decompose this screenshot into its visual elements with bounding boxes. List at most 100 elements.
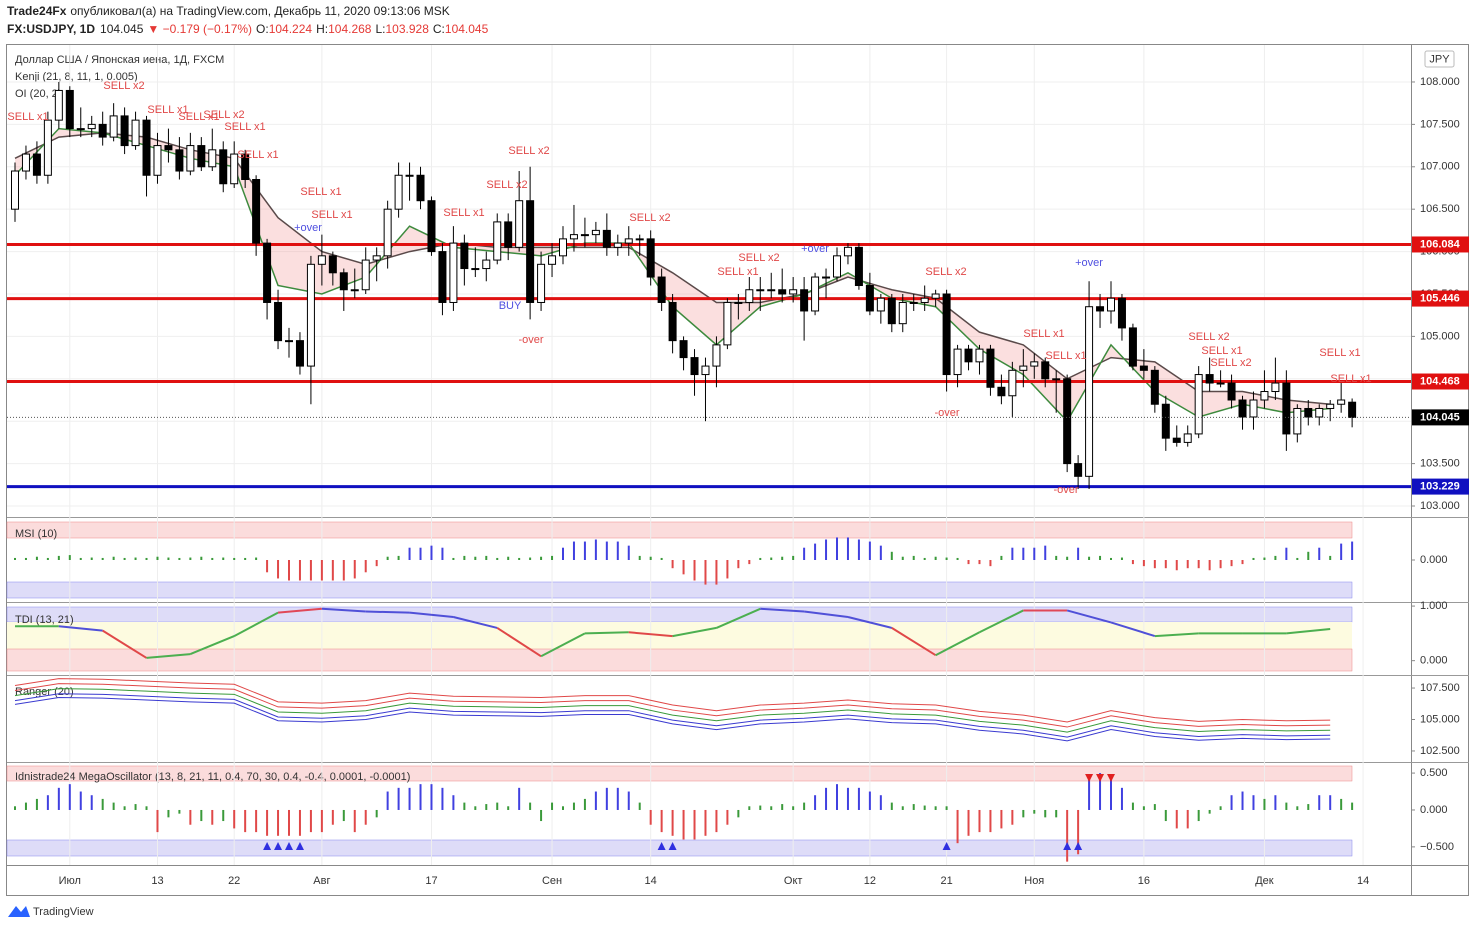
- plot: Июл 13 22 Авг 17 Сен 14 Окт 12 21 Ноя 16 Дек 14 103.00…: [7, 45, 1469, 887]
- ranger-line: [14, 683, 1331, 728]
- candle-body: [449, 242, 458, 303]
- y-tick-label: 106.500: [1420, 203, 1460, 215]
- y-tick-label: 105.000: [1420, 330, 1460, 342]
- msi-lower-band: [6, 581, 1353, 599]
- x-tick-label: 14: [1357, 875, 1369, 887]
- signal-up: [263, 842, 272, 850]
- candle-body: [756, 289, 765, 292]
- x-tick-label: 14: [645, 875, 657, 887]
- candle-body: [1107, 297, 1115, 312]
- signal-up: [668, 842, 677, 850]
- signal-up: [657, 842, 666, 850]
- candle-body: [394, 174, 403, 210]
- candle-body: [591, 229, 600, 236]
- signal-up: [1063, 842, 1072, 850]
- tdi-segment: [979, 609, 1024, 634]
- level-label: 104.468: [1420, 375, 1460, 387]
- mega-lower-band: [6, 839, 1353, 857]
- candle-body: [1019, 365, 1028, 371]
- candle-body: [1238, 399, 1247, 418]
- candle-body: [1161, 403, 1170, 439]
- candle-body: [493, 221, 502, 261]
- candle-body: [1030, 361, 1039, 367]
- annotation: SELL x1: [1201, 345, 1242, 357]
- h-value: 104.268: [328, 22, 372, 36]
- candle-body: [87, 123, 96, 130]
- pane-title: MSI (10): [15, 528, 57, 540]
- tdi-segment: [189, 635, 235, 656]
- candle-body: [328, 255, 337, 274]
- tdi-segment: [716, 607, 761, 629]
- tdi-segment: [58, 625, 103, 632]
- candle-body: [909, 301, 918, 304]
- candle-body: [252, 179, 261, 244]
- candle-body: [1227, 382, 1236, 401]
- last: 104.045: [100, 22, 144, 36]
- currency[interactable]: JPY: [1429, 53, 1450, 65]
- candle-body: [1216, 382, 1225, 385]
- x-tick-label: Июл: [59, 875, 81, 887]
- l-value: 103.928: [386, 22, 430, 36]
- candle-body: [306, 263, 315, 367]
- y-tick-label: 102.500: [1420, 745, 1460, 757]
- annotation: SELL x1: [1319, 347, 1360, 359]
- candle-body: [646, 238, 655, 278]
- candle-body: [504, 221, 513, 248]
- candle-body: [1326, 403, 1335, 409]
- y-tick-label: 1.000: [1420, 600, 1448, 612]
- candle-body: [843, 246, 852, 257]
- candle-body: [953, 348, 962, 376]
- candle-body: [1183, 433, 1192, 443]
- h-label: H:: [316, 22, 328, 36]
- tdi-segment: [628, 631, 673, 638]
- y-tick-label: 0.000: [1420, 804, 1448, 816]
- tdi-segment: [672, 626, 717, 638]
- y-tick-label: 0.000: [1420, 554, 1448, 566]
- candle-body: [767, 289, 776, 292]
- candle-body: [559, 238, 567, 257]
- l-label: L:: [375, 22, 385, 36]
- y-tick-label: 107.000: [1420, 161, 1460, 173]
- candle-body: [1008, 369, 1017, 397]
- annotation: SELL x2: [1188, 331, 1229, 343]
- annotation: +over: [1075, 257, 1103, 269]
- annotation: SELL x2: [738, 252, 779, 264]
- y-tick-label: 103.000: [1420, 500, 1460, 512]
- candle-body: [416, 174, 425, 202]
- candle-body: [920, 297, 929, 303]
- tdi-segment: [277, 607, 322, 614]
- candle-body: [734, 301, 743, 304]
- annotation: SELL x1: [1330, 373, 1371, 385]
- currency-button[interactable]: [1424, 50, 1455, 68]
- candle-body: [186, 145, 195, 172]
- candle-body: [142, 119, 151, 176]
- tdi-segment: [760, 607, 805, 613]
- signal-down: [1107, 774, 1115, 782]
- msi-upper-band: [6, 521, 1353, 539]
- signal-up: [274, 842, 283, 850]
- candle-body: [1205, 374, 1214, 384]
- candle-body: [657, 276, 666, 303]
- published: опубликовал(а) на TradingView.com, Декаб…: [70, 4, 449, 18]
- legend-oi: OI (20, 2): [15, 88, 61, 100]
- x-tick-label: 13: [151, 875, 163, 887]
- candle-body: [1337, 399, 1346, 405]
- tdi-segment: [453, 616, 498, 629]
- tdi-segment: [1154, 632, 1199, 638]
- o-label: O:: [256, 22, 269, 36]
- candle-body: [1128, 327, 1137, 367]
- signal-up: [295, 842, 304, 850]
- annotation: SELL x1: [311, 209, 352, 221]
- candle-body: [1271, 382, 1280, 393]
- candle-body: [11, 170, 19, 210]
- annotation: -over: [518, 334, 543, 346]
- annotation: SELL x1: [237, 149, 278, 161]
- x-tick-label: Ноя: [1024, 875, 1044, 887]
- legend-kenji: Kenji (21, 8, 11, 1, 0.005): [15, 71, 138, 83]
- level-label: 106.084: [1420, 238, 1461, 250]
- chart-frame: [6, 44, 1469, 896]
- candle-body: [811, 276, 820, 312]
- candle-body: [1041, 361, 1050, 380]
- tdi-segment: [803, 610, 849, 618]
